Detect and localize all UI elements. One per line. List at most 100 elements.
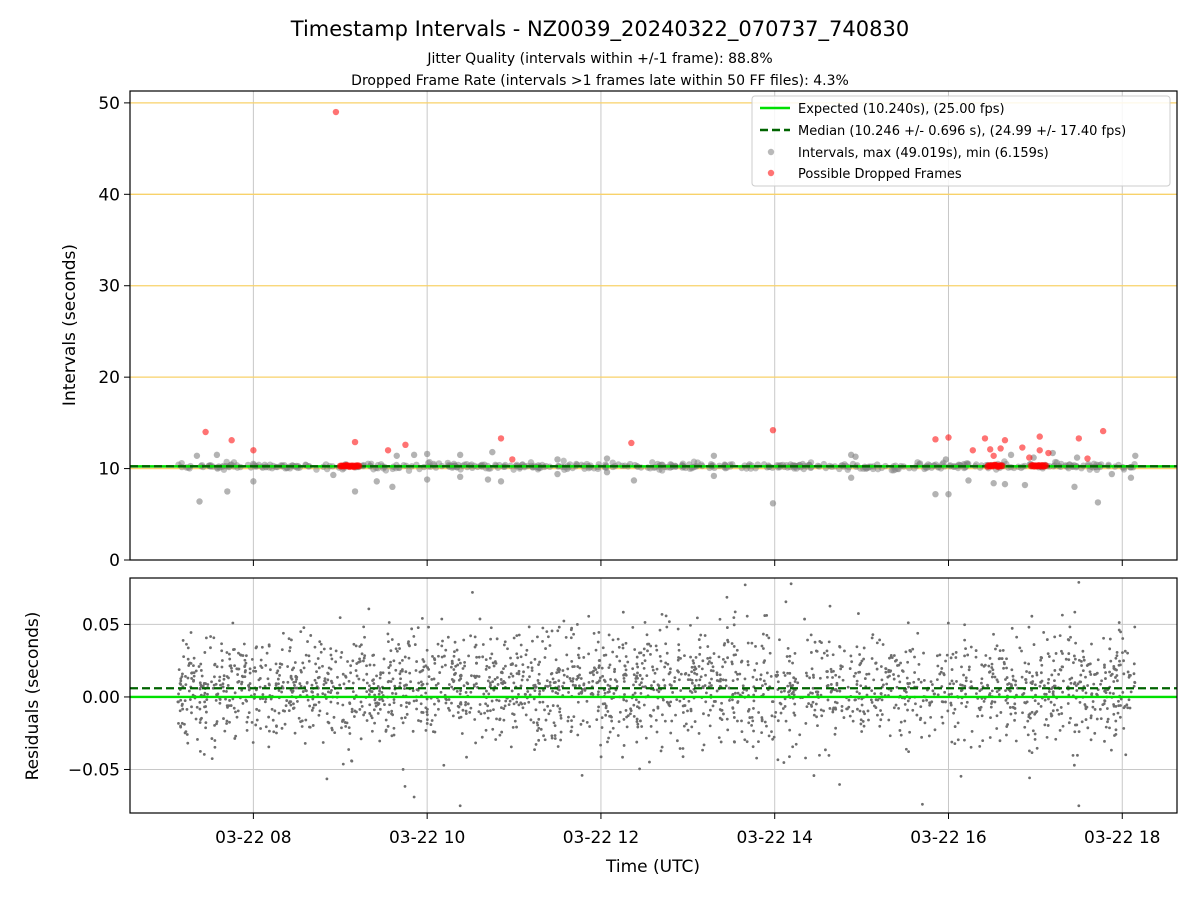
residual-point: [223, 729, 227, 733]
residual-point: [1126, 706, 1130, 710]
residual-point: [415, 660, 419, 663]
residual-point: [359, 700, 363, 704]
residual-point: [520, 678, 524, 682]
residual-point: [179, 677, 183, 681]
interval-outlier-point: [410, 451, 418, 459]
residual-point: [793, 651, 797, 655]
residual-point: [569, 636, 573, 640]
residual-point: [1047, 697, 1050, 701]
residual-point: [1024, 681, 1028, 684]
residual-point: [1053, 635, 1057, 639]
residual-point: [1114, 656, 1118, 660]
residual-point: [759, 677, 762, 681]
residual-point: [574, 684, 577, 687]
residual-point: [908, 681, 912, 685]
residual-point: [597, 630, 601, 634]
residual-point: [1058, 634, 1062, 637]
residual-point: [528, 693, 532, 697]
residual-point: [718, 617, 722, 621]
residual-point: [911, 647, 915, 651]
residual-point: [824, 748, 827, 752]
residual-point: [472, 674, 476, 678]
residual-point: [721, 678, 725, 682]
residual-point: [390, 734, 394, 738]
residual-point: [1085, 705, 1089, 709]
residual-point: [771, 737, 775, 741]
residual-point: [743, 677, 747, 681]
dropped-frame-point: [1019, 444, 1026, 451]
residual-point: [1101, 703, 1105, 707]
residual-point: [808, 676, 812, 680]
residual-point: [548, 644, 552, 647]
interval-outlier-point: [932, 490, 939, 498]
residual-point: [1067, 652, 1071, 655]
residual-point: [662, 678, 665, 682]
residual-point: [788, 728, 792, 732]
residual-point: [572, 632, 576, 636]
residual-point: [940, 715, 944, 719]
residual-point: [215, 693, 218, 697]
residual-point: [350, 710, 354, 714]
residual-point: [229, 704, 233, 707]
residual-point: [556, 629, 560, 633]
residual-point: [469, 690, 473, 694]
residual-point: [650, 684, 653, 687]
residual-point: [265, 651, 269, 655]
residual-point: [1088, 670, 1092, 674]
residual-point: [195, 705, 199, 709]
residual-point: [342, 682, 346, 686]
residual-point: [752, 707, 755, 710]
residual-point: [978, 745, 982, 748]
residual-point: [458, 702, 462, 706]
residual-point: [693, 665, 697, 669]
residual-point: [935, 654, 939, 658]
residual-point: [317, 700, 321, 704]
residual-point: [202, 682, 206, 685]
residual-point: [196, 738, 199, 741]
residual-point: [453, 640, 457, 644]
residual-point: [725, 626, 729, 629]
intervals-y-tick-label: 40: [98, 185, 120, 205]
residual-point: [425, 713, 429, 717]
residual-point: [655, 667, 659, 671]
residual-point: [1079, 673, 1083, 677]
residual-point: [447, 706, 450, 710]
residual-point: [677, 648, 681, 652]
residual-point: [982, 699, 986, 703]
interval-outlier-point: [769, 500, 777, 507]
interval-outlier-point: [250, 478, 257, 485]
residual-point: [912, 680, 916, 684]
residual-point: [631, 625, 635, 629]
residual-point: [736, 719, 739, 723]
residual-point: [303, 742, 307, 745]
residuals-expected-median-lines: [130, 687, 1177, 699]
residual-point: [407, 656, 411, 660]
residual-point: [793, 713, 797, 717]
residual-point: [544, 684, 548, 688]
residual-point: [889, 654, 893, 657]
residual-point: [558, 710, 562, 714]
residual-point: [576, 665, 580, 668]
residual-point: [264, 697, 268, 701]
residual-point: [462, 684, 466, 688]
residual-point: [315, 670, 318, 674]
residual-point: [622, 676, 626, 680]
residual-point: [525, 648, 529, 652]
residual-point: [492, 688, 496, 692]
residual-point: [750, 715, 754, 719]
interval-point: [561, 466, 568, 473]
residual-point: [702, 712, 705, 716]
residual-point: [293, 661, 297, 664]
residual-point: [980, 714, 984, 718]
residual-point: [293, 686, 297, 690]
residual-point: [550, 734, 554, 738]
residual-point: [829, 683, 833, 686]
residual-point: [732, 711, 736, 715]
residual-point: [580, 691, 583, 695]
residual-point: [488, 656, 492, 660]
residual-point: [427, 675, 431, 679]
residual-point: [499, 678, 503, 681]
residual-point: [850, 660, 854, 664]
residual-point: [1004, 698, 1008, 702]
residual-point: [679, 672, 683, 676]
